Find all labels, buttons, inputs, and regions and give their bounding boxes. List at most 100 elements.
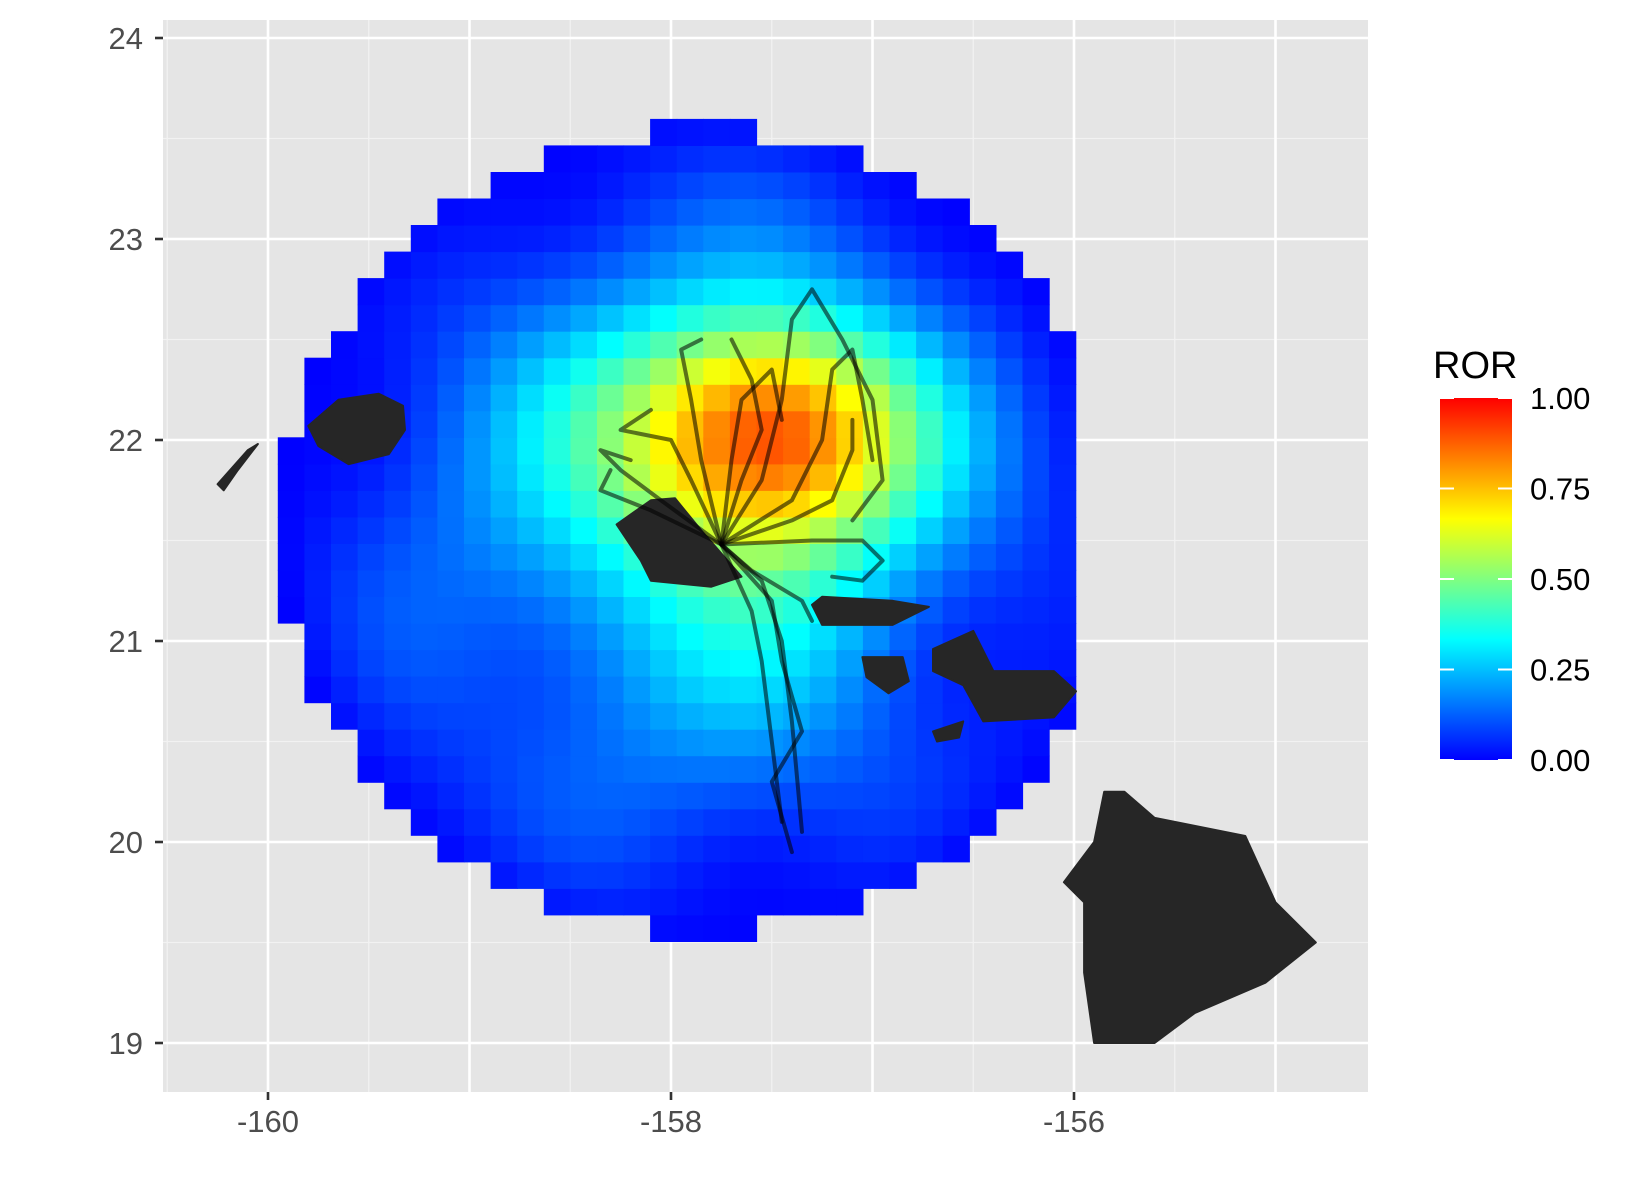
heatmap-cell [995, 729, 1024, 757]
heatmap-cell [517, 172, 545, 200]
heatmap-cell [410, 729, 438, 757]
heatmap-cell [543, 225, 571, 253]
heatmap-cell [597, 384, 625, 412]
heatmap-cell [942, 410, 970, 438]
heatmap-cell [410, 676, 438, 704]
heatmap-cell [517, 729, 545, 757]
heatmap-cell [277, 569, 305, 597]
heatmap-cell [650, 729, 678, 757]
heatmap-cell [543, 543, 571, 571]
heatmap-cell [836, 145, 864, 173]
heatmap-cell [1022, 463, 1050, 491]
heatmap-cell [729, 649, 758, 677]
heatmap-cell [437, 569, 465, 597]
heatmap-cell [570, 278, 598, 306]
y-tick-label: 21 [109, 624, 143, 659]
heatmap-cell [995, 357, 1024, 385]
heatmap-cell [543, 888, 571, 916]
heatmap-cell [756, 676, 784, 704]
heatmap-cell [543, 808, 571, 836]
track-line [719, 287, 885, 547]
heatmap-cell [729, 729, 758, 757]
heatmap-cell [836, 304, 864, 332]
heatmap-cell [676, 118, 704, 146]
heatmap-cell [543, 755, 571, 783]
heatmap-cell [410, 755, 438, 783]
heatmap-cell [517, 225, 545, 253]
heatmap-cell [437, 729, 465, 757]
heatmap-cell [331, 596, 359, 624]
heatmap-cell [969, 410, 997, 438]
island-kahoolawe [932, 720, 965, 743]
heatmap-cell [809, 676, 837, 704]
heatmap-cell [756, 251, 784, 279]
heatmap-cell [357, 569, 385, 597]
heatmap-cell [304, 596, 332, 624]
heatmap-cell [623, 755, 651, 783]
heatmap-cell [862, 490, 891, 518]
heatmap-cell [809, 649, 837, 677]
heatmap-cell [543, 569, 571, 597]
heatmap-cell [490, 596, 518, 624]
heatmap-cell [942, 357, 970, 385]
heatmap-cell [570, 835, 598, 863]
heatmap-cell [490, 543, 518, 571]
heatmap-cell [490, 437, 518, 465]
island-lanai [861, 656, 910, 695]
track-line [598, 468, 724, 547]
heatmap-cell [1022, 384, 1050, 412]
heatmap-cell [623, 172, 651, 200]
heatmap-cell [331, 702, 359, 730]
heatmap-cell [597, 729, 625, 757]
heatmap-cell [384, 251, 412, 279]
color-legend: ROR 0.00 0.25 0.50 0.75 1.00 [1433, 345, 1590, 778]
heatmap-cell [703, 596, 731, 624]
heatmap-cell [916, 808, 944, 836]
heatmap-cell [862, 198, 891, 226]
legend-tick-label: 0.00 [1530, 743, 1590, 778]
heatmap-cell [729, 702, 758, 730]
heatmap-cell [437, 304, 465, 332]
heatmap-cell [969, 463, 997, 491]
heatmap-cell [836, 782, 864, 810]
heatmap-cell [836, 569, 864, 597]
heatmap-cell [597, 357, 625, 385]
heatmap-cell [862, 251, 891, 279]
heatmap-cell [783, 543, 811, 571]
heatmap-cell [756, 225, 784, 253]
heatmap-cell [995, 596, 1024, 624]
heatmap-cell [464, 225, 492, 253]
heatmap-cell [623, 888, 651, 916]
heatmap-cell [729, 623, 758, 651]
heatmap-cell [703, 782, 731, 810]
heatmap-cell [862, 729, 891, 757]
heatmap-cell [889, 543, 917, 571]
heatmap-cell [836, 278, 864, 306]
heatmap-cell [676, 835, 704, 863]
heatmap-cell [517, 782, 545, 810]
heatmap-cell [357, 516, 385, 544]
heatmap-cell [331, 357, 359, 385]
heatmap-cell [517, 384, 545, 412]
heatmap-cell [384, 702, 412, 730]
heatmap-cell [889, 463, 917, 491]
heatmap-cell [676, 410, 704, 438]
heatmap-cell [570, 251, 598, 279]
heatmap-cell [862, 516, 891, 544]
heatmap-cell [543, 861, 571, 889]
heatmap-cell [1022, 543, 1050, 571]
heatmap-cell [570, 463, 598, 491]
heatmap-cell [357, 543, 385, 571]
heatmap-cell [783, 225, 811, 253]
heatmap-cell [756, 331, 784, 359]
heatmap-cell [889, 490, 917, 518]
heatmap-cell [623, 384, 651, 412]
heatmap-cell [437, 782, 465, 810]
heatmap-cell [597, 543, 625, 571]
heatmap-cell [490, 357, 518, 385]
heatmap-cell [676, 172, 704, 200]
heatmap-cell [437, 251, 465, 279]
heatmap-cell [437, 676, 465, 704]
heatmap-cell [650, 384, 678, 412]
heatmap-cell [942, 516, 970, 544]
